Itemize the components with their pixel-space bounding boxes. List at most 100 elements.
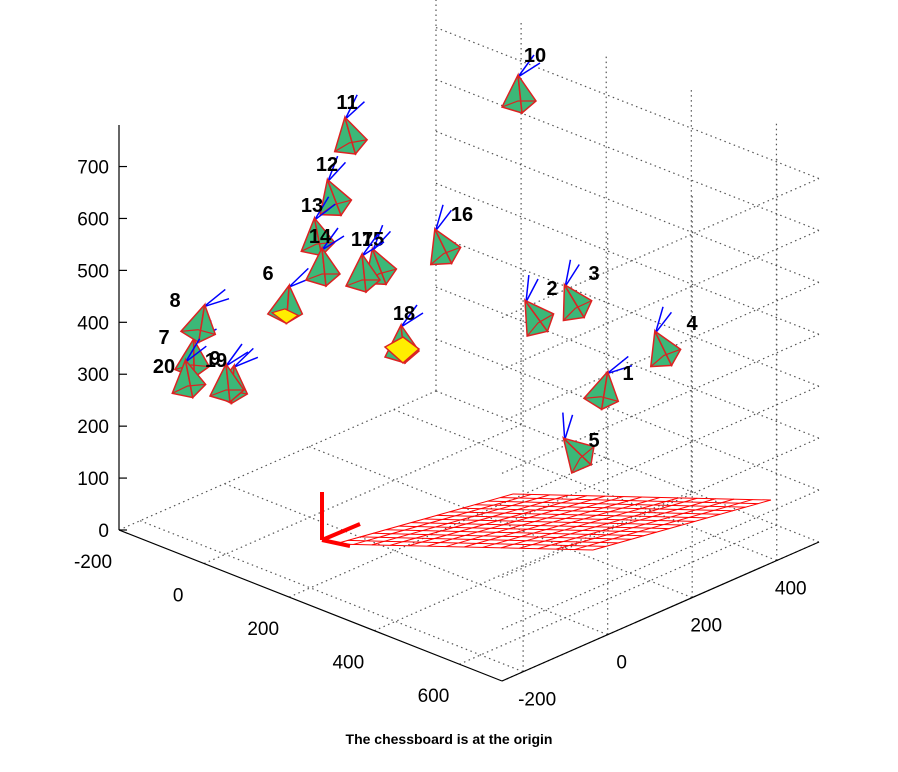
camera-edge [174, 364, 210, 371]
chessboard-line [474, 504, 733, 512]
z-tick-label: 600 [77, 209, 109, 230]
camera-axis [361, 241, 385, 257]
camera-axis [525, 278, 539, 303]
camera-axis [517, 62, 541, 78]
camera-label: 4 [686, 313, 698, 335]
chessboard [320, 492, 772, 551]
grid-line [308, 446, 693, 599]
grid-line [435, 26, 820, 180]
camera-face [654, 330, 682, 368]
camera-14 [304, 227, 345, 288]
board-y-axis [321, 522, 361, 542]
camera-axis [654, 311, 673, 334]
camera-axis [327, 161, 347, 183]
x-tick-label: -200 [74, 552, 112, 573]
camera-label: 8 [169, 290, 180, 312]
camera-label: 9 [209, 348, 220, 370]
chart-caption: The chessboard is at the origin [345, 731, 553, 747]
camera-face [184, 359, 207, 400]
camera-edge [301, 241, 335, 252]
camera-6 [266, 267, 314, 325]
camera-face [517, 74, 538, 115]
camera-edge [345, 279, 380, 287]
camera-axis [313, 196, 330, 221]
camera-label: 16 [451, 204, 473, 226]
chessboard-line [436, 514, 695, 522]
y-tick-label: 0 [616, 653, 627, 674]
camera-5 [562, 412, 595, 475]
camera-face [326, 179, 353, 217]
camera-axis [321, 235, 345, 251]
camera-face [434, 228, 462, 266]
camera-label: 13 [301, 195, 323, 217]
camera-face [562, 437, 595, 467]
camera-label: 19 [205, 350, 227, 372]
y-axis-line [501, 541, 820, 682]
z-tick-label: 500 [77, 261, 109, 282]
camera-label: 12 [316, 154, 338, 176]
camera-edge [562, 300, 592, 321]
camera-label: 14 [309, 226, 332, 248]
y-tick-label: 400 [775, 579, 807, 600]
camera-axis [564, 259, 572, 287]
camera-edge [650, 348, 681, 368]
x-tick-label: 600 [418, 686, 450, 707]
camera-axis [184, 338, 201, 363]
chessboard-line [482, 496, 661, 548]
camera-axis [400, 312, 424, 328]
chessboard-line [512, 493, 772, 501]
x-tick-label: 0 [173, 586, 184, 607]
camera-axis [225, 343, 243, 367]
grid-line [203, 424, 522, 565]
camera-1 [582, 355, 633, 411]
camera-19 [208, 343, 249, 404]
x-axis-line [118, 529, 503, 682]
camera-edge [571, 446, 595, 474]
camera-face [270, 308, 300, 325]
camera-axis [344, 94, 358, 120]
camera-axis [525, 275, 530, 303]
camera-13 [300, 196, 336, 258]
camera-label: 5 [588, 430, 599, 452]
chessboard-line [574, 499, 753, 551]
camera-label: 6 [262, 263, 273, 285]
camera-axis [185, 345, 207, 363]
camera-18 [383, 304, 424, 365]
chessboard-line [537, 498, 716, 550]
z-tick-label: 0 [98, 521, 109, 542]
camera-label: 2 [546, 278, 557, 300]
camera-20 [171, 338, 207, 400]
camera-axis [372, 224, 384, 251]
camera-axis [564, 414, 574, 440]
camera-axis [314, 203, 336, 221]
camera-axis [517, 54, 535, 78]
grid-line [393, 408, 777, 562]
camera-face [313, 217, 336, 258]
grid-line [501, 489, 820, 630]
z-tick-label: 200 [77, 417, 109, 438]
camera-edge [334, 139, 368, 153]
z-tick-label: 100 [77, 469, 109, 490]
camera-edge [526, 313, 554, 337]
y-tick-label: 200 [690, 616, 722, 637]
grid-line [501, 437, 820, 578]
chessboard-line [592, 499, 772, 551]
camera-axis [564, 264, 580, 287]
chessboard-line [423, 518, 683, 526]
camera-face [524, 299, 555, 333]
z-tick-label: 700 [77, 158, 109, 179]
camera-label: 7 [158, 327, 169, 349]
camera-axis [361, 233, 379, 257]
camera-axis [233, 356, 259, 368]
camera-axis [606, 355, 629, 375]
chessboard-line [556, 498, 735, 550]
z-tick-label: 300 [77, 365, 109, 386]
grid-line [435, 390, 820, 543]
grid-line [435, 286, 820, 439]
grid-line [118, 390, 437, 531]
camera-3 [562, 259, 593, 322]
camera-axis [203, 298, 230, 308]
camera-edge [501, 100, 536, 108]
